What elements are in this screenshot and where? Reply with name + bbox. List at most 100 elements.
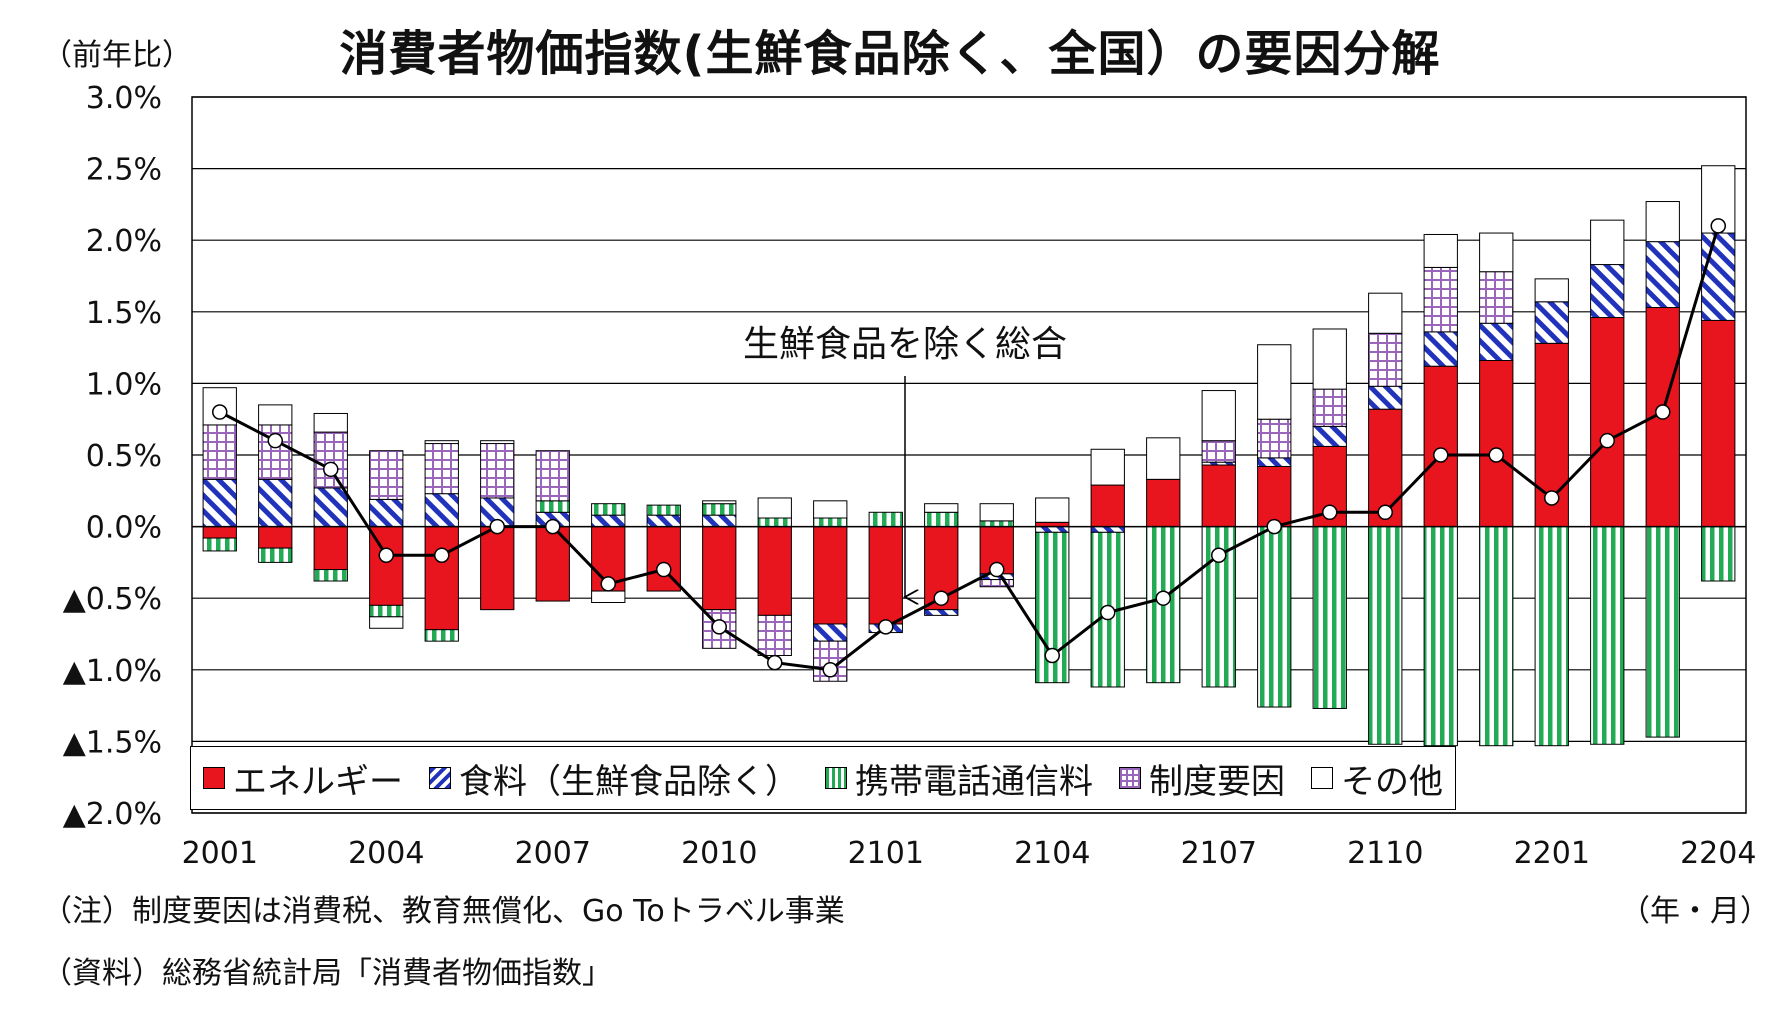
total-cpi-point: [434, 547, 450, 563]
y-axis-unit-label: （前年比）: [42, 38, 192, 73]
legend-swatch-policy: [1119, 767, 1141, 789]
bar-energy: [1701, 319, 1736, 528]
bar-policy: [535, 450, 570, 502]
bar-food: [258, 478, 293, 528]
y-tick-label: 1.0%: [86, 367, 162, 402]
bar-phone: [424, 629, 459, 642]
bar-other: [424, 440, 459, 445]
bar-energy: [202, 526, 237, 539]
bar-food: [1479, 322, 1514, 361]
total-cpi-point: [989, 561, 1005, 578]
bar-phone: [1257, 526, 1292, 708]
legend-label-phone: 携帯電話通信料: [855, 761, 1093, 802]
total-cpi-point: [545, 518, 561, 535]
plot-area-border: [191, 96, 1747, 814]
bar-phone: [1423, 526, 1458, 747]
bar-group: [202, 165, 1736, 747]
y-tick-label: ▲1.0%: [63, 654, 162, 689]
total-cpi-point: [1044, 647, 1060, 664]
bar-other: [258, 404, 293, 426]
bar-food: [813, 623, 848, 642]
bar-food: [702, 514, 737, 528]
bar-other: [480, 440, 515, 445]
x-tick-label: 2104: [1014, 836, 1090, 871]
total-cpi-point: [1655, 404, 1671, 420]
bar-energy: [1423, 365, 1458, 528]
bar-other: [1368, 292, 1403, 334]
total-cpi-point: [822, 662, 838, 678]
total-cpi-point: [212, 404, 228, 420]
bar-policy: [1312, 388, 1347, 427]
bar-food: [646, 514, 681, 528]
bar-other: [702, 500, 737, 505]
bar-other: [1312, 328, 1347, 390]
x-tick-label: 2201: [1514, 836, 1590, 871]
bar-energy: [424, 526, 459, 631]
total-cpi-point: [1155, 590, 1171, 606]
bar-phone: [1368, 526, 1403, 745]
total-cpi-point: [1322, 504, 1338, 521]
x-tick-label: 2004: [348, 836, 424, 871]
total-cpi-point: [656, 561, 672, 578]
bar-food: [369, 498, 404, 528]
total-line: [212, 218, 1726, 678]
bar-policy: [1423, 266, 1458, 333]
x-tick-label: 2107: [1181, 836, 1257, 871]
bar-energy: [1479, 359, 1514, 528]
x-tick-label: 2010: [681, 836, 757, 871]
bar-phone: [868, 511, 903, 528]
chart-legend: エネルギー 食料（生鮮食品除く） 携帯電話通信料 制度要因 その他: [190, 746, 1456, 810]
bar-policy: [202, 424, 237, 480]
bar-food: [1423, 331, 1458, 367]
bar-food: [202, 478, 237, 528]
source-note: （資料）総務省統計局「消費者物価指数」: [42, 956, 612, 991]
bar-phone: [1701, 526, 1736, 582]
bar-food: [1257, 457, 1292, 467]
bar-phone: [1590, 526, 1625, 745]
bar-chart: 3.0% 2.5% 2.0% 1.5% 1.0% 0.5% 0.0% ▲0.5% ▲1.0% ▲1…: [63, 81, 1757, 871]
bar-energy: [868, 526, 903, 625]
bar-other: [813, 500, 848, 519]
bar-food: [313, 487, 348, 528]
bar-phone: [591, 503, 626, 516]
bar-policy: [1201, 440, 1236, 463]
legend-item-energy: エネルギー: [203, 754, 403, 803]
annotation: 生鮮食品を除く総合: [743, 324, 1067, 597]
total-cpi-point: [1266, 518, 1282, 535]
total-cpi-point: [1377, 504, 1393, 521]
bar-other: [1035, 497, 1070, 523]
bar-energy: [757, 526, 792, 616]
legend-label-policy: 制度要因: [1149, 761, 1285, 802]
total-cpi-point: [1710, 218, 1726, 234]
bar-policy: [424, 443, 459, 495]
y-tick-label: 1.5%: [86, 296, 162, 331]
bar-other: [1146, 437, 1181, 480]
bar-other: [369, 616, 404, 629]
bar-energy: [1257, 465, 1292, 528]
x-tick-label: 2007: [515, 836, 591, 871]
total-cpi-point: [933, 590, 949, 606]
bar-other: [1257, 344, 1292, 420]
bar-policy: [1479, 271, 1514, 324]
bar-food: [1590, 264, 1625, 319]
bar-food: [1645, 241, 1680, 309]
x-tick-label: 2110: [1347, 836, 1423, 871]
y-tick-label: 2.0%: [86, 224, 162, 259]
bar-other: [1090, 448, 1125, 486]
bar-food: [1090, 526, 1125, 533]
legend-swatch-phone: [825, 767, 847, 789]
x-axis-unit-label: （年・月）: [1620, 894, 1770, 929]
y-tick-label: ▲1.5%: [63, 725, 162, 760]
total-cpi-point: [1488, 447, 1504, 463]
bar-other: [1534, 278, 1569, 303]
total-cpi-point: [711, 619, 727, 635]
footnote: （注）制度要因は消費税、教育無償化、Go Toトラベル事業: [42, 894, 845, 929]
x-tick-label: 2001: [182, 836, 258, 871]
bar-other: [757, 497, 792, 519]
bar-energy: [1590, 317, 1625, 528]
legend-swatch-energy: [203, 767, 225, 789]
legend-swatch-other: [1311, 767, 1333, 789]
legend-item-food: 食料（生鮮食品除く）: [429, 754, 799, 803]
bar-phone: [369, 604, 404, 618]
total-cpi-point: [489, 518, 505, 535]
